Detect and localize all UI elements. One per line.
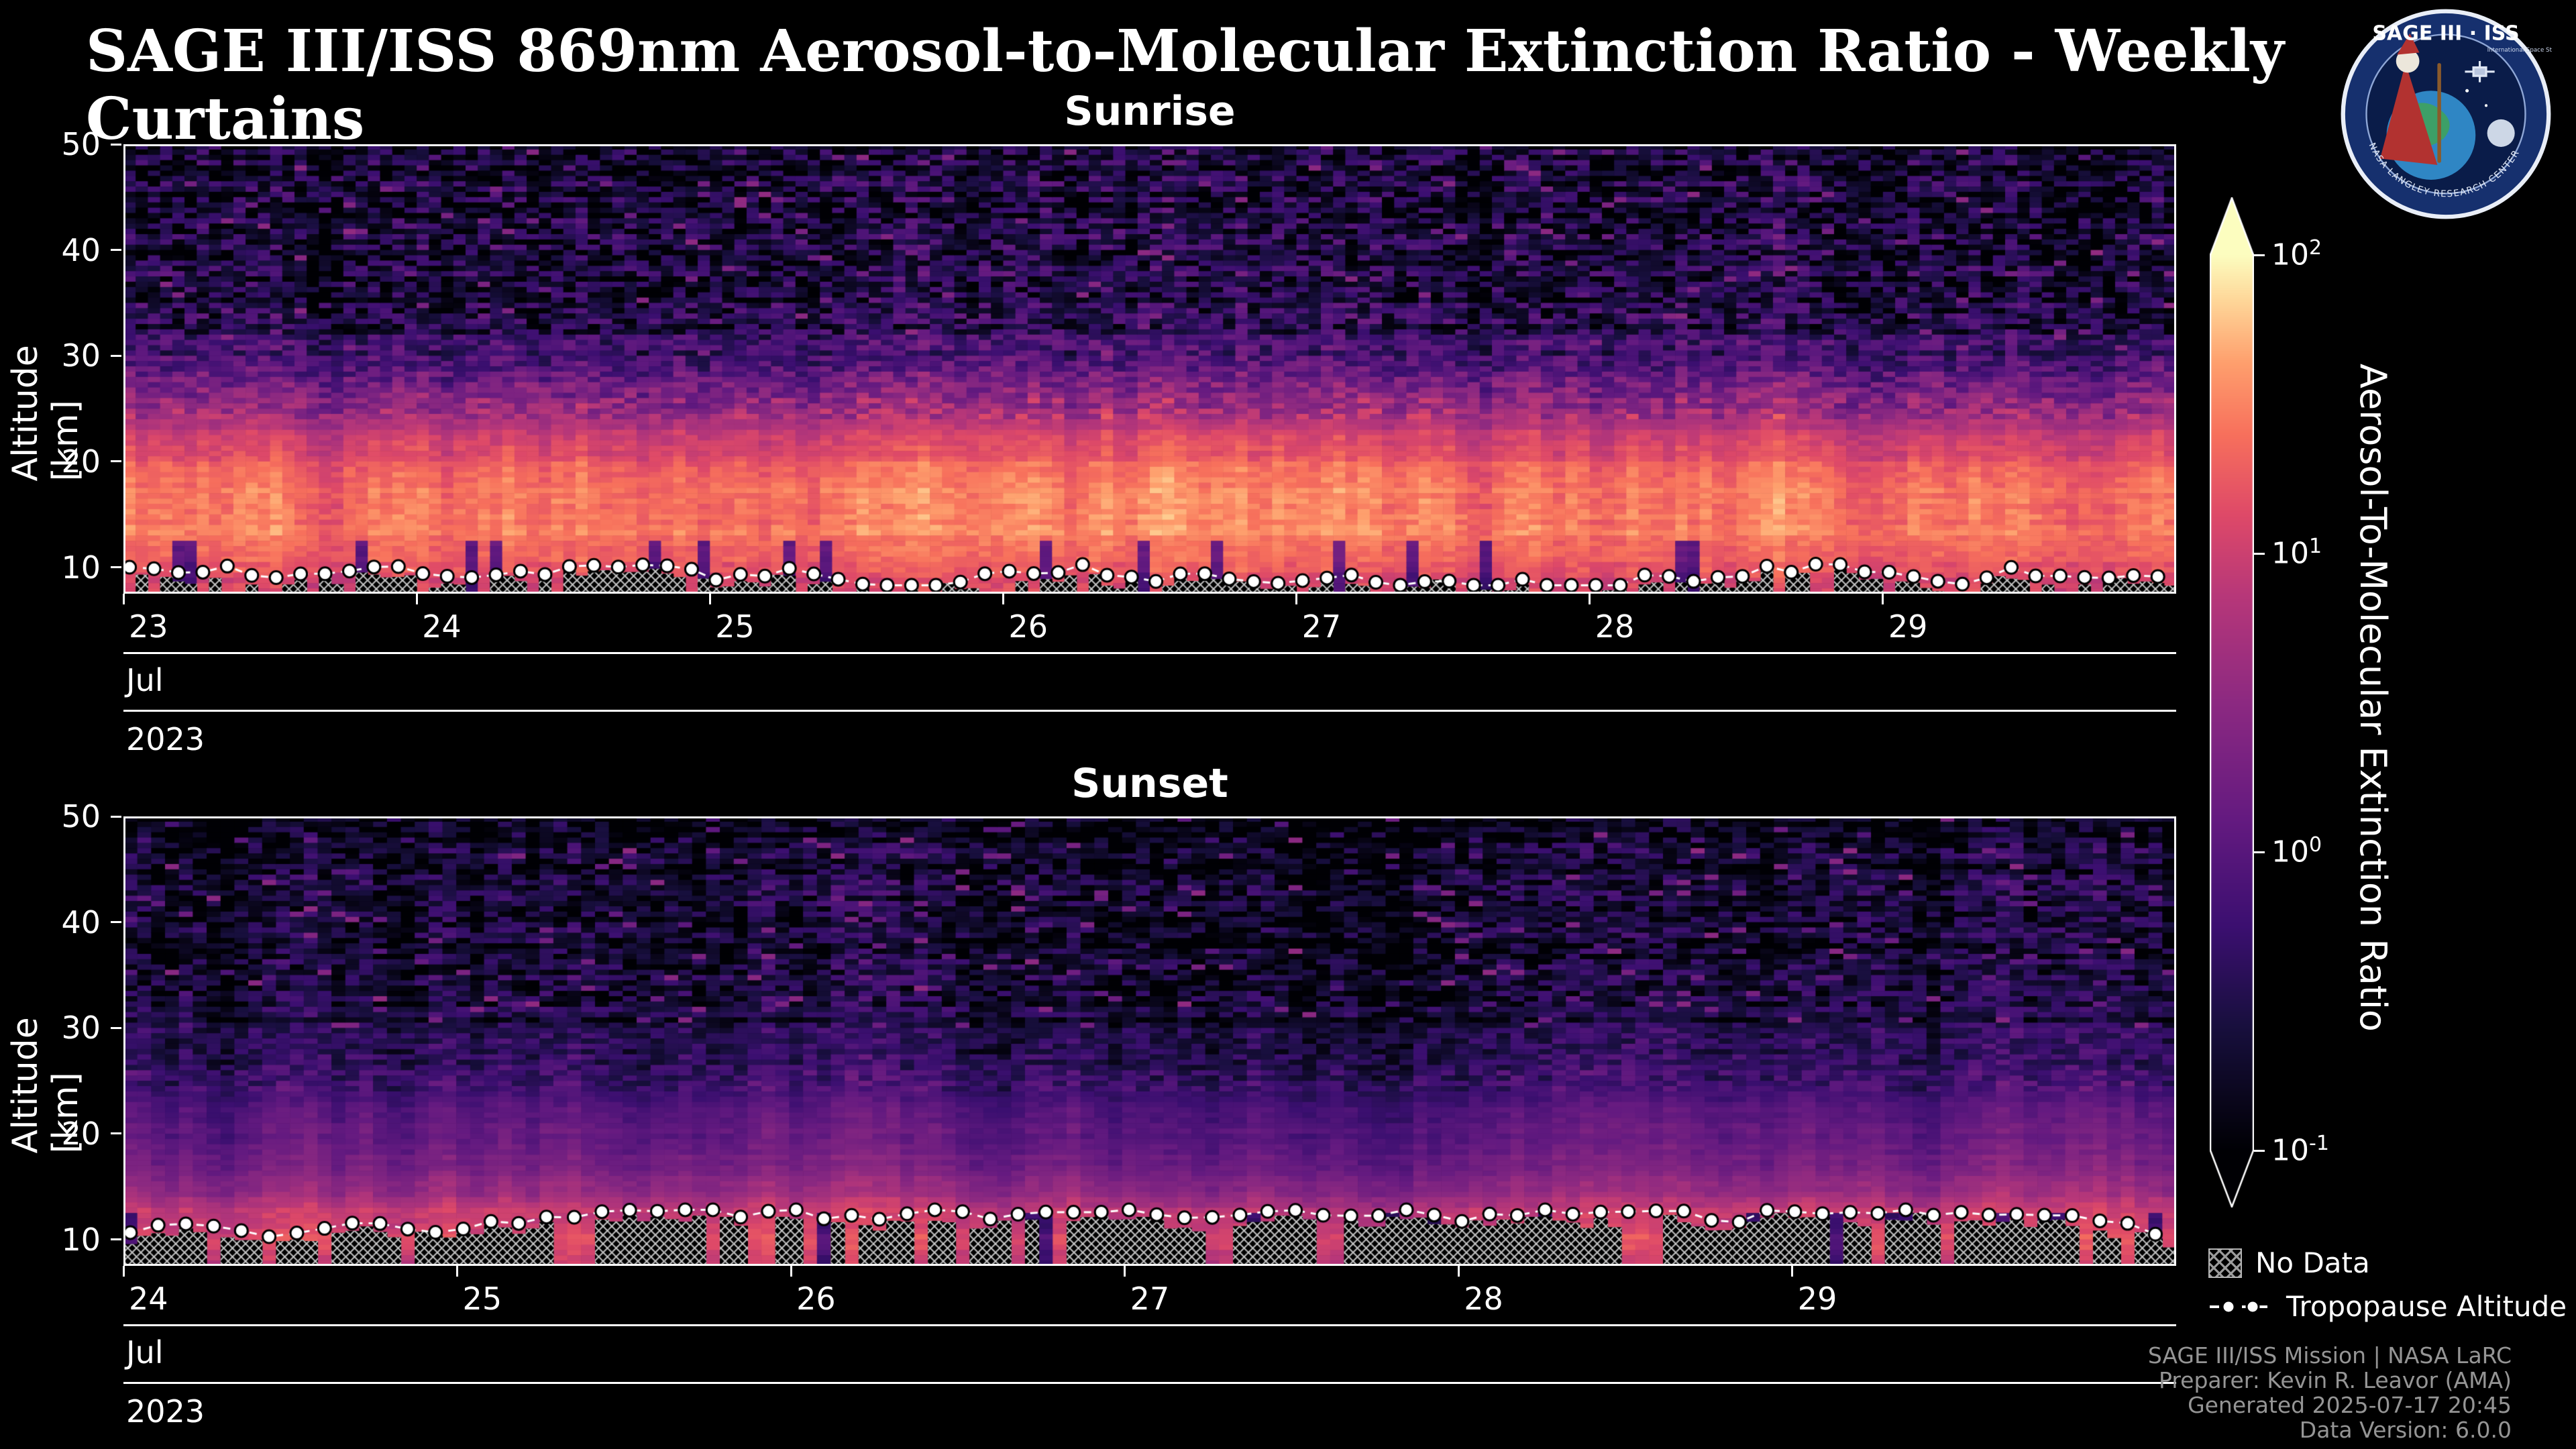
y-tick-mark bbox=[111, 460, 121, 463]
colorbar-label: Aerosol-To-Molecular Extinction Ratio bbox=[2352, 364, 2394, 1032]
y-tick-mark bbox=[111, 249, 121, 252]
colorbar-tick-mark bbox=[2254, 1149, 2265, 1152]
y-tick-mark bbox=[111, 921, 121, 924]
year-axis-line bbox=[123, 710, 2176, 712]
y-tick-label: 50 bbox=[61, 798, 101, 835]
colorbar-tick-label: 10-1 bbox=[2271, 1132, 2329, 1168]
logo-title: SAGE III · ISS bbox=[2372, 21, 2519, 45]
x-tick-label: 27 bbox=[1301, 608, 1342, 645]
wizard-icon bbox=[2380, 63, 2438, 165]
x-tick-mark bbox=[1002, 594, 1004, 604]
x-tick-mark bbox=[708, 594, 711, 604]
figure-title: SAGE III/ISS 869nm Aerosol-to-Molecular … bbox=[86, 17, 2284, 153]
sunrise-y-axis-label: Altitude [km] bbox=[5, 345, 86, 482]
x-tick-label: 24 bbox=[422, 608, 462, 645]
y-tick-mark bbox=[111, 1238, 121, 1241]
sunrise-year-label: 2023 bbox=[126, 721, 205, 757]
y-tick-mark bbox=[111, 354, 121, 357]
x-tick-mark bbox=[1791, 1266, 1794, 1277]
no-data-hatch-icon bbox=[2208, 1248, 2242, 1278]
x-tick-mark bbox=[122, 1266, 125, 1277]
y-tick-mark bbox=[111, 815, 121, 818]
colorbar-tick-label: 102 bbox=[2271, 236, 2322, 272]
sunset-panel-title: Sunset bbox=[1071, 760, 1228, 807]
sunrise-heatmap bbox=[123, 144, 2176, 594]
legend: No Data Tropopause Altitude bbox=[2208, 1246, 2567, 1323]
y-tick-mark bbox=[111, 566, 121, 569]
colorbar-tick-mark bbox=[2254, 851, 2265, 853]
sunset-panel: Sunset Altitude [km] 10 20 30 40 50 24 25 26 27 2… bbox=[5, 760, 2176, 1430]
month-axis-line bbox=[123, 1324, 2176, 1326]
tropopause-marker-icon bbox=[2210, 1299, 2271, 1313]
y-tick-mark bbox=[111, 1132, 121, 1135]
x-tick-mark bbox=[1124, 1266, 1126, 1277]
month-axis-line bbox=[123, 652, 2176, 654]
x-tick-mark bbox=[1295, 594, 1298, 604]
x-tick-mark bbox=[1882, 594, 1884, 604]
attribution-line: SAGE III/ISS Mission | NASA LaRC bbox=[2147, 1342, 2512, 1368]
y-tick-label: 10 bbox=[61, 1221, 101, 1258]
attribution-line: Data Version: 6.0.0 bbox=[2299, 1417, 2512, 1443]
x-tick-label: 29 bbox=[1888, 608, 1928, 645]
sunset-y-axis-label: Altitude [km] bbox=[5, 1017, 86, 1154]
attribution-line: Generated 2025-07-17 20:45 bbox=[2188, 1392, 2512, 1418]
x-tick-mark bbox=[790, 1266, 792, 1277]
x-tick-label: 28 bbox=[1464, 1281, 1503, 1317]
colorbar-tick-mark bbox=[2254, 254, 2265, 256]
year-axis-line bbox=[123, 1382, 2176, 1384]
x-tick-label: 27 bbox=[1130, 1281, 1170, 1317]
sunrise-panel-title: Sunrise bbox=[1064, 88, 1236, 135]
x-tick-label: 23 bbox=[129, 608, 168, 645]
x-tick-mark bbox=[415, 594, 418, 604]
x-tick-mark bbox=[456, 1266, 459, 1277]
moon-icon bbox=[2487, 119, 2515, 147]
legend-row-no-data: No Data bbox=[2208, 1246, 2567, 1279]
mission-patch-icon: NASA LANGLEY RESEARCH CENTER SAGE III · … bbox=[2341, 9, 2567, 219]
sunset-heatmap bbox=[123, 816, 2176, 1266]
x-tick-label: 26 bbox=[1008, 608, 1048, 645]
colorbar-gradient bbox=[2210, 197, 2254, 1208]
sunset-year-label: 2023 bbox=[126, 1393, 205, 1430]
no-data-label: No Data bbox=[2255, 1246, 2370, 1279]
legend-row-tropopause: Tropopause Altitude bbox=[2208, 1290, 2567, 1323]
x-tick-label: 25 bbox=[462, 1281, 502, 1317]
x-tick-label: 28 bbox=[1595, 608, 1635, 645]
colorbar-tick-label: 101 bbox=[2271, 535, 2322, 571]
x-tick-label: 29 bbox=[1797, 1281, 1837, 1317]
sage-iii-iss-logo: NASA LANGLEY RESEARCH CENTER SAGE III · … bbox=[2340, 8, 2567, 220]
y-tick-mark bbox=[111, 1026, 121, 1029]
x-tick-mark bbox=[122, 594, 125, 604]
attribution: SAGE III/ISS Mission | NASA LaRC Prepare… bbox=[2148, 1343, 2512, 1442]
x-tick-label: 24 bbox=[129, 1281, 168, 1317]
iss-icon bbox=[2465, 61, 2495, 83]
x-tick-label: 25 bbox=[715, 608, 755, 645]
sunset-month-label: Jul bbox=[126, 1334, 164, 1371]
colorbar-tick-mark bbox=[2254, 552, 2265, 555]
sunrise-month-label: Jul bbox=[126, 662, 164, 698]
colorbar: 102 101 100 10-1 bbox=[2210, 197, 2329, 1208]
colorbar-tick-label: 100 bbox=[2271, 833, 2322, 869]
attribution-line: Preparer: Kevin R. Leavor (AMA) bbox=[2159, 1367, 2512, 1393]
x-tick-mark bbox=[1457, 1266, 1460, 1277]
x-tick-label: 26 bbox=[796, 1281, 836, 1317]
logo-subtitle: International Space Station bbox=[2487, 47, 2552, 54]
sunrise-panel: Sunrise Altitude [km] 10 20 30 40 50 23 24 25 26… bbox=[5, 88, 2176, 757]
y-tick-label: 10 bbox=[61, 549, 101, 586]
tropopause-label: Tropopause Altitude bbox=[2286, 1290, 2567, 1323]
x-tick-mark bbox=[1589, 594, 1591, 604]
